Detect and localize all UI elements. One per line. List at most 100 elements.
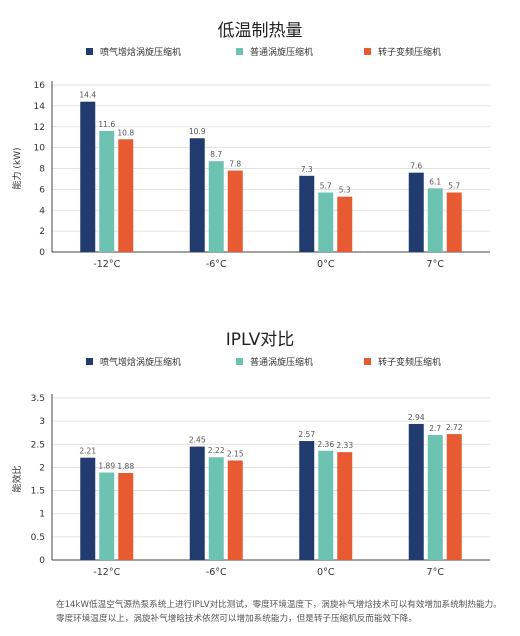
data-label: 1.88 (117, 462, 134, 471)
y-tick-label: 2 (39, 463, 45, 473)
legend-swatch (364, 48, 371, 55)
data-label: 5.7 (320, 182, 332, 191)
legend-item-series-3: 转子变频压缩机 (364, 355, 441, 368)
y-tick-label: 8 (39, 165, 45, 175)
y-tick-label: 1 (39, 510, 45, 520)
legend-swatch (86, 48, 93, 55)
chart-plot-iplv: 0 0.5 1 1.5 2 2.5 3 3.5 能效比 2.211.89 1.88 -12°C 2.45… (11, 394, 490, 578)
data-label: 2.33 (336, 441, 353, 450)
legend-label: 喷气增焓涡旋压缩机 (100, 48, 182, 58)
legend-swatch (86, 358, 93, 365)
y-tick-label: 0.5 (31, 533, 45, 543)
legend-label: 普通涡旋压缩机 (250, 358, 314, 368)
bar (299, 175, 315, 252)
legend-label: 普通涡旋压缩机 (250, 48, 314, 58)
footnote-line-1: 在14kW低温空气源热泵系统上进行IPLV对比测试，零度环境温度下，涡旋补气增焓… (56, 600, 502, 610)
data-label: 2.15 (227, 449, 244, 458)
bar (318, 192, 334, 252)
x-tick-label: -6°C (206, 567, 227, 578)
bar (446, 192, 462, 252)
data-label: 7.8 (229, 160, 241, 169)
bar (318, 450, 334, 560)
data-label: 1.89 (98, 462, 115, 471)
bar (118, 139, 134, 252)
y-tick-label: 14 (34, 102, 46, 112)
legend-item-series-1: 喷气增焓涡旋压缩机 (86, 355, 181, 368)
bar (208, 161, 224, 252)
data-label: 10.9 (189, 127, 206, 136)
legend-swatch (236, 48, 243, 55)
y-axis-label: 能力 (kW) (11, 148, 23, 190)
legend-item-series-3: 转子变频压缩机 (364, 45, 441, 58)
x-tick-label: 0°C (317, 259, 335, 270)
y-axis-label: 能效比 (11, 465, 23, 492)
data-label: 2.21 (79, 447, 96, 456)
legend-label: 转子变频压缩机 (378, 358, 442, 368)
chart-legend: 喷气增焓涡旋压缩机 普通涡旋压缩机 转子变频压缩机 (0, 45, 520, 59)
bar (337, 196, 353, 252)
bar (189, 138, 205, 252)
y-tick-label: 10 (34, 144, 46, 154)
x-tick-label: 7°C (427, 567, 445, 578)
y-tick-label: 12 (34, 123, 45, 133)
bar (208, 457, 224, 560)
x-tick-label: 7°C (427, 259, 445, 270)
y-tick-label: 6 (39, 185, 45, 195)
bar (189, 446, 205, 560)
legend-item-series-1: 喷气增焓涡旋压缩机 (86, 45, 181, 58)
chart-title: 低温制热量 (217, 21, 303, 41)
data-label: 8.7 (210, 150, 222, 159)
y-tick-label: 4 (39, 206, 45, 216)
bar (408, 423, 424, 560)
data-label: 2.22 (208, 446, 225, 455)
bar (299, 441, 315, 560)
data-label: 2.45 (189, 436, 206, 445)
x-tick-label: -6°C (206, 259, 227, 270)
bar (337, 452, 353, 560)
bar (427, 188, 443, 252)
bar (227, 170, 243, 252)
y-tick-label: 0 (39, 248, 45, 258)
bar (118, 472, 134, 560)
data-label: 10.8 (117, 128, 134, 137)
y-tick-label: 3.5 (31, 394, 45, 404)
bar (99, 472, 115, 560)
chart-title: IPLV对比 (225, 330, 295, 350)
y-tick-label: 1.5 (31, 487, 45, 497)
data-label: 2.57 (298, 430, 315, 439)
data-label: 5.7 (448, 182, 460, 191)
legend-label: 转子变频压缩机 (378, 48, 442, 58)
footnote-line-2: 零度环境温度以上，涡旋补气增晗技术依然可以增加系统能力，但是转子压缩机反而能效下… (56, 614, 417, 624)
bar (408, 172, 424, 252)
data-label: 2.7 (429, 424, 441, 433)
bar (80, 457, 96, 560)
data-label: 2.72 (446, 423, 463, 432)
data-label: 6.1 (429, 177, 441, 186)
chart-plot-heating-capacity: 0 2 4 6 8 10 12 14 16 能力 (kW) 14.4 11.610.8 -12°C 10.… (11, 81, 490, 270)
chart-legend: 喷气增焓涡旋压缩机 普通涡旋压缩机 转子变频压缩机 (0, 355, 520, 369)
y-tick-label: 0 (39, 556, 45, 566)
data-label: 7.3 (301, 165, 313, 174)
footnote: 在14kW低温空气源热泵系统上进行IPLV对比测试，零度环境温度下，涡旋补气增焓… (56, 598, 506, 626)
y-tick-label: 2.5 (31, 440, 45, 450)
y-tick-label: 3 (39, 417, 45, 427)
bar (80, 101, 96, 252)
data-label: 7.6 (410, 162, 422, 171)
legend-item-series-2: 普通涡旋压缩机 (236, 355, 313, 368)
data-label: 11.6 (98, 120, 115, 129)
legend-label: 喷气增焓涡旋压缩机 (100, 358, 182, 368)
legend-swatch (364, 358, 371, 365)
data-label: 2.36 (317, 440, 334, 449)
data-label: 5.3 (339, 186, 351, 195)
x-tick-label: 0°C (317, 567, 335, 578)
data-label: 2.94 (408, 413, 425, 422)
x-tick-label: -12°C (93, 259, 120, 270)
legend-item-series-2: 普通涡旋压缩机 (236, 45, 313, 58)
legend-swatch (236, 358, 243, 365)
bar (427, 435, 443, 560)
bar (99, 130, 115, 252)
bar (227, 460, 243, 560)
data-label: 14.4 (79, 91, 96, 100)
bar (446, 434, 462, 560)
y-tick-label: 2 (39, 227, 45, 237)
